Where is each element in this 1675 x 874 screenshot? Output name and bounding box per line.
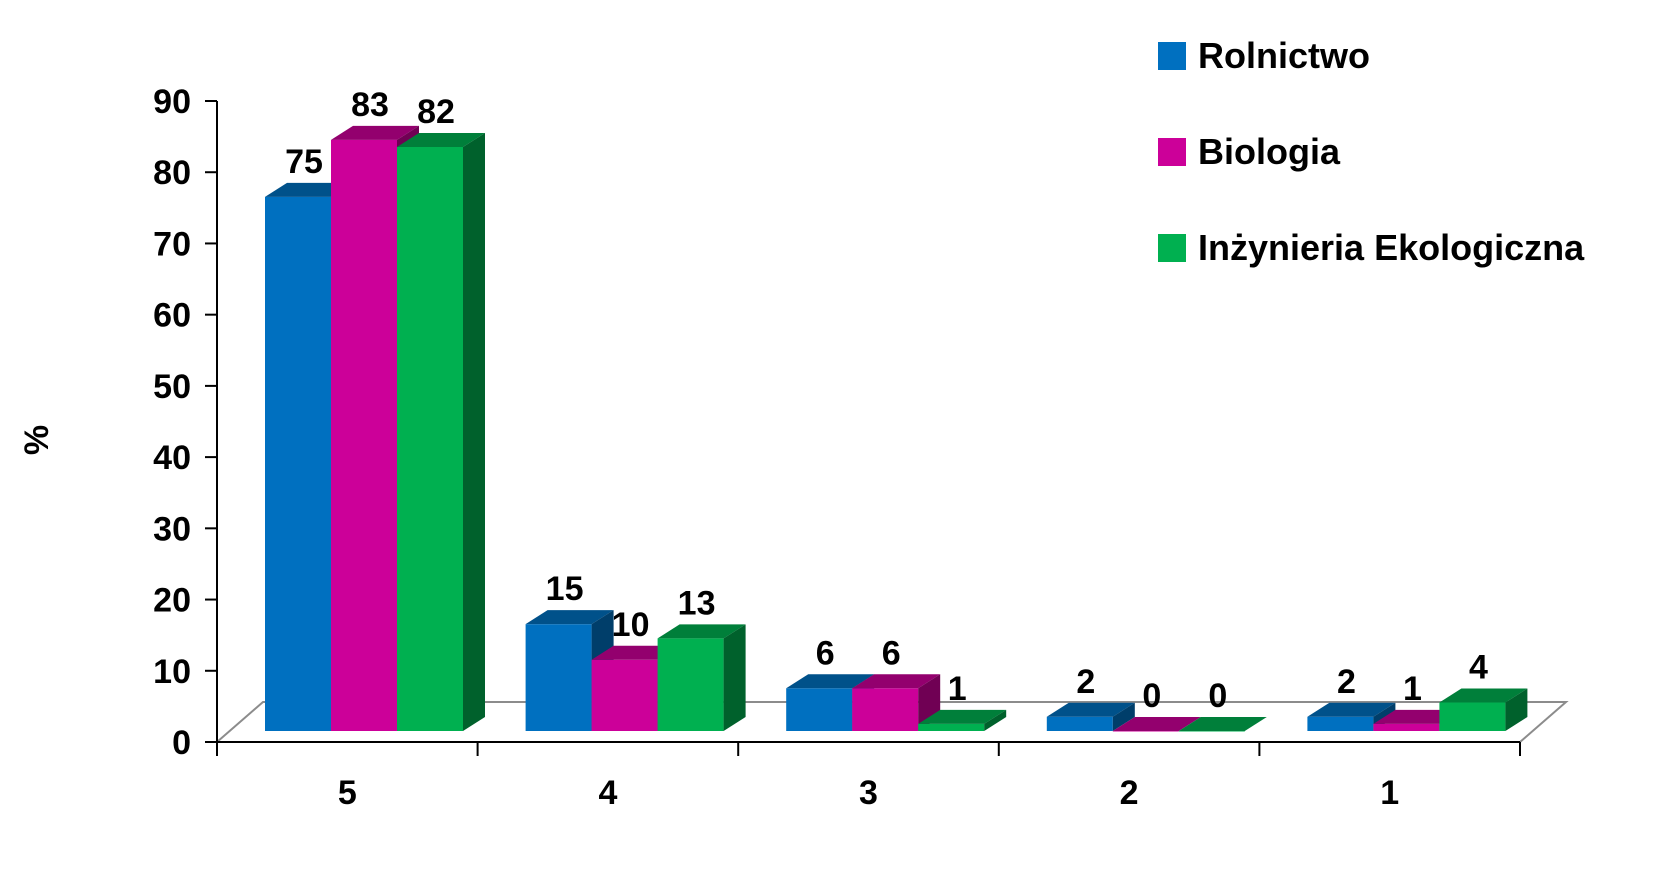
legend-swatch-biologia (1158, 138, 1186, 166)
bar-inżynieria-ekologiczna (1178, 731, 1245, 732)
bar-top-face (525, 610, 614, 625)
bar-biologia (331, 139, 397, 731)
legend-label-inzynieria: Inżynieria Ekologiczna (1198, 227, 1585, 268)
bar-inżynieria-ekologiczna (918, 723, 985, 731)
bar-top-face (1112, 717, 1201, 731)
bar-top-face (397, 132, 485, 147)
data-label: 2 (1337, 663, 1356, 701)
bar-biologia (1373, 723, 1440, 731)
bar-top-face (657, 624, 746, 639)
data-label: 10 (612, 606, 650, 644)
bar-biologia (852, 688, 919, 731)
bar-rolnictwo (265, 196, 331, 732)
y-tick-label: 0 (172, 724, 191, 762)
data-label: 4 (1469, 649, 1488, 687)
bar-side-face (723, 624, 746, 731)
legend-item-biologia: Biologia (1158, 104, 1658, 200)
y-tick-label: 90 (153, 83, 191, 121)
legend-swatch-rolnictwo (1158, 42, 1186, 70)
bar-rolnictwo (786, 688, 853, 731)
bar-top-face (1439, 688, 1528, 703)
data-label: 0 (1142, 677, 1161, 715)
bar-side-face (1112, 702, 1135, 731)
bar-side-face (1505, 688, 1528, 731)
y-tick-label: 20 (153, 582, 191, 620)
bar-side-face (463, 132, 485, 731)
legend: Rolnictwo Biologia Inżynieria Ekologiczn… (1158, 8, 1658, 296)
bar-top-face (786, 674, 875, 689)
bar-top-face (1178, 717, 1267, 731)
bar-side-face (984, 709, 1007, 731)
bar-inżynieria-ekologiczna (1439, 702, 1506, 731)
bar-top-face (1046, 702, 1135, 717)
data-label: 6 (882, 634, 901, 672)
bar-rolnictwo (525, 624, 592, 731)
x-tick-label: 5 (338, 774, 357, 812)
legend-swatch-inzynieria (1158, 234, 1186, 262)
bar-top-face (1307, 702, 1396, 717)
data-label: 1 (1403, 670, 1422, 708)
y-tick-label: 50 (153, 368, 191, 406)
data-label: 82 (417, 93, 455, 131)
y-tick-label: 40 (153, 439, 191, 477)
x-tick-label: 4 (598, 774, 617, 812)
bar-biologia (1112, 731, 1179, 732)
x-tick-label: 2 (1120, 774, 1139, 812)
legend-label-biologia: Biologia (1198, 131, 1340, 172)
bar-top-face (852, 674, 941, 689)
y-axis-title: % (18, 425, 56, 455)
y-tick-label: 70 (153, 225, 191, 263)
bar-top-face (918, 709, 1007, 724)
legend-label-rolnictwo: Rolnictwo (1198, 35, 1370, 76)
x-tick-label: 3 (859, 774, 878, 812)
legend-item-rolnictwo: Rolnictwo (1158, 8, 1658, 104)
data-label: 15 (546, 570, 584, 608)
data-label: 1 (948, 670, 967, 708)
bar-top-face (331, 125, 419, 140)
data-label: 0 (1208, 677, 1227, 715)
bar-inżynieria-ekologiczna (657, 638, 724, 731)
data-label: 75 (285, 143, 323, 181)
bar-rolnictwo (1307, 716, 1374, 731)
bar-rolnictwo (1046, 716, 1113, 731)
y-tick-label: 10 (153, 653, 191, 691)
legend-item-inzynieria: Inżynieria Ekologiczna (1158, 200, 1658, 296)
data-label: 13 (678, 584, 716, 622)
y-tick-label: 60 (153, 297, 191, 335)
x-tick-label: 1 (1380, 774, 1399, 812)
bar-biologia (591, 659, 658, 731)
data-label: 2 (1076, 663, 1095, 701)
data-label: 6 (816, 634, 835, 672)
data-label: 83 (351, 86, 389, 124)
bar-inżynieria-ekologiczna (397, 146, 463, 731)
y-tick-label: 80 (153, 154, 191, 192)
y-tick-label: 30 (153, 510, 191, 548)
